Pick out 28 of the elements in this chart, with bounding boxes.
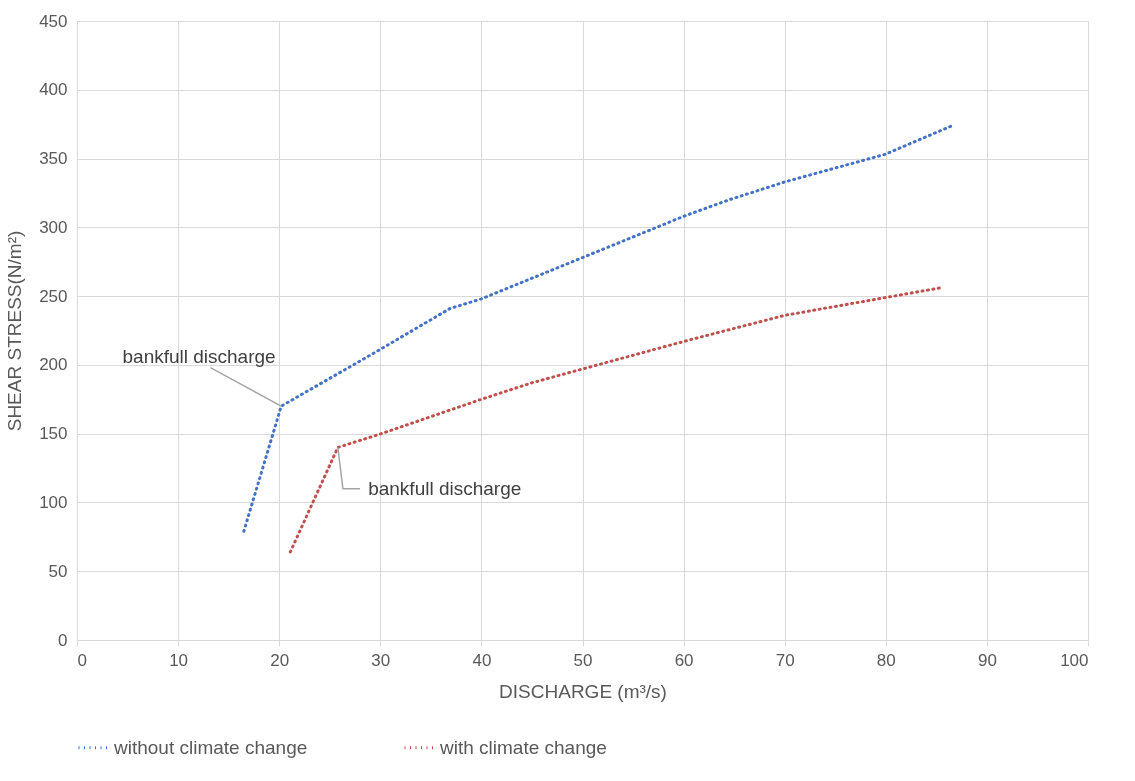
annotation: bankfull discharge [122, 345, 276, 367]
x-axis-title: DISCHARGE (m³/s) [499, 680, 667, 702]
y-axis-title: SHEAR STRESS(N/m²) [4, 230, 26, 432]
annotation: bankfull discharge [368, 477, 522, 499]
x-tick-label: 10 [169, 650, 189, 670]
y-tick-label: 0 [58, 630, 68, 650]
line-series [288, 286, 942, 554]
x-tick-label: 20 [270, 650, 290, 670]
x-tick-label: 100 [1060, 650, 1089, 670]
x-tick-label: 90 [977, 650, 997, 670]
y-tick-label: 100 [39, 492, 68, 512]
x-tick-label: 40 [472, 650, 492, 670]
legend-label: with climate change [439, 736, 607, 758]
y-tick-label: 450 [39, 11, 68, 31]
y-tick-label: 150 [39, 424, 68, 444]
y-tick-label: 300 [39, 217, 68, 237]
x-tick-label: 30 [371, 650, 391, 670]
y-tick-label: 400 [39, 80, 68, 100]
x-tick-label: 50 [573, 650, 593, 670]
y-tick-label: 50 [48, 561, 68, 581]
x-tick-label: 0 [77, 650, 87, 670]
x-tick-label: 60 [674, 650, 694, 670]
x-tick-label: 70 [775, 650, 795, 670]
y-tick-label: 250 [39, 286, 68, 306]
legend-label: without climate change [113, 736, 308, 758]
y-tick-label: 200 [39, 355, 68, 375]
y-tick-label: 350 [39, 149, 68, 169]
x-tick-label: 80 [876, 650, 896, 670]
